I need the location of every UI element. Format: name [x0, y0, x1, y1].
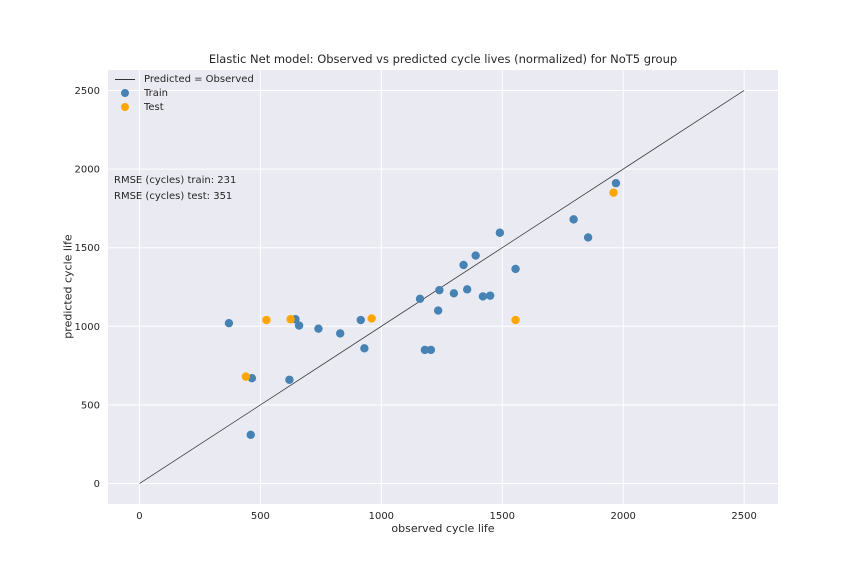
train-point: [420, 345, 430, 355]
train-point: [462, 285, 472, 294]
y-tick-labels: 0 500 1000 1500 2000 2500: [75, 86, 100, 490]
train-point: [449, 289, 459, 298]
x-tick-label: 1000: [369, 511, 394, 522]
y-tick-label: 0: [94, 479, 100, 490]
rmse-test-annotation: RMSE (cycles) test: 351: [114, 191, 233, 202]
train-point: [569, 215, 578, 224]
legend-train-swatch: [114, 89, 136, 97]
y-tick-label: 2500: [75, 86, 100, 97]
legend-label-reference: Predicted = Observed: [144, 73, 254, 85]
train-point: [435, 285, 444, 295]
train-point: [459, 260, 468, 270]
train-point: [285, 375, 294, 384]
train-point: [511, 264, 520, 274]
train-point: [471, 251, 480, 260]
legend-test-swatch: [114, 103, 136, 111]
train-point: [611, 179, 621, 188]
chart-title: Elastic Net model: Observed vs predicted…: [208, 52, 678, 66]
train-point: [336, 329, 345, 338]
y-tick-label: 2000: [75, 165, 100, 176]
train-point: [356, 315, 365, 325]
test-point: [241, 372, 251, 381]
x-tick-label: 2000: [610, 511, 635, 522]
test-point: [609, 188, 618, 197]
legend-item-train: Train: [114, 86, 254, 100]
y-tick-label: 1000: [75, 322, 100, 333]
y-tick-label: 1500: [75, 243, 100, 254]
train-point: [478, 292, 488, 301]
train-point: [360, 344, 369, 353]
test-point: [367, 314, 376, 323]
x-tick-label: 0: [136, 511, 142, 522]
legend-item-test: Test: [114, 100, 254, 114]
train-point: [415, 294, 425, 303]
x-axis-label: observed cycle life: [391, 522, 495, 535]
test-point: [511, 315, 520, 325]
x-tick-label: 500: [251, 511, 270, 522]
train-point: [495, 228, 505, 237]
x-tick-labels: 0 500 1000 1500 2000 2500: [136, 511, 757, 522]
x-tick-label: 2500: [731, 511, 756, 522]
data-points: [224, 179, 621, 440]
train-point: [426, 345, 436, 355]
y-axis-label: predicted cycle life: [61, 234, 75, 339]
legend-item-reference: Predicted = Observed: [114, 72, 254, 86]
y-tick-label: 500: [81, 400, 100, 411]
train-point: [224, 318, 234, 328]
train-point: [246, 430, 255, 440]
rmse-train-annotation: RMSE (cycles) train: 231: [114, 175, 237, 186]
legend-label-train: Train: [144, 87, 168, 99]
train-point: [433, 306, 443, 315]
train-point: [485, 291, 495, 300]
x-tick-label: 1500: [490, 511, 515, 522]
test-point: [262, 315, 271, 325]
train-point: [314, 324, 323, 333]
test-point: [286, 315, 295, 324]
legend: Predicted = Observed Train Test: [114, 72, 254, 114]
train-point: [583, 233, 593, 242]
legend-label-test: Test: [144, 101, 164, 113]
legend-line-swatch: [114, 78, 136, 80]
grid-lines: [108, 70, 778, 504]
train-point: [294, 321, 304, 330]
